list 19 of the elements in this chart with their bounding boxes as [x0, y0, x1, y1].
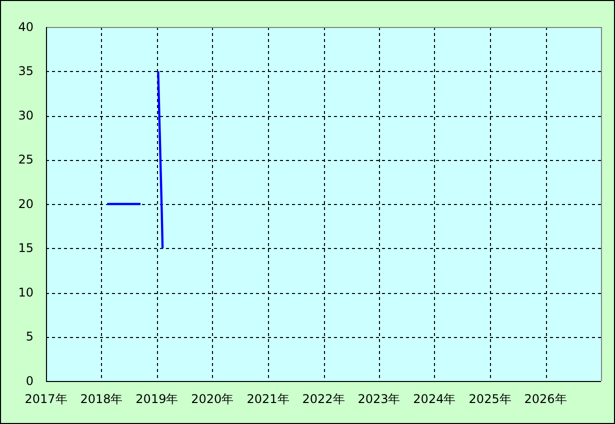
y-tick-label: 10 [18, 285, 34, 300]
y-tick-label: 40 [18, 20, 34, 34]
y-tick-label: 25 [18, 152, 34, 167]
x-tick-label: 2022年 [302, 392, 345, 406]
y-tick-label: 20 [18, 196, 34, 211]
x-tick-label: 2019年 [136, 392, 178, 406]
x-tick-label: 2017年 [24, 392, 68, 406]
x-tick-label: 2025年 [468, 392, 512, 406]
y-tick-label: 5 [26, 330, 34, 344]
x-tick-label: 2020年 [191, 392, 234, 406]
y-tick-label: 0 [26, 374, 34, 388]
x-tick-label: 2026年 [524, 392, 567, 406]
x-tick-label: 2023年 [358, 392, 400, 406]
x-tick-label: 2021年 [246, 392, 290, 406]
y-tick-label: 15 [18, 241, 34, 256]
x-tick-label: 2024年 [413, 392, 456, 406]
y-tick-label: 35 [18, 64, 34, 78]
y-tick-label: 30 [18, 108, 34, 122]
x-tick-label: 2018年 [80, 392, 123, 406]
